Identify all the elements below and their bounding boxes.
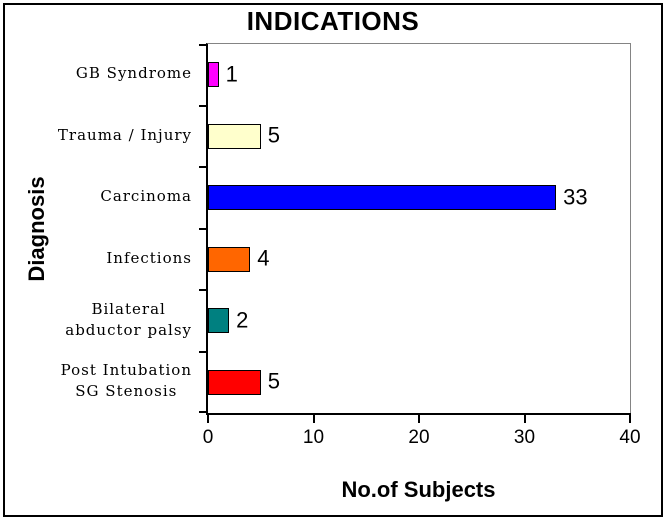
- y-axis-tick-5: [199, 350, 206, 353]
- category-label-text: Infections: [106, 248, 192, 267]
- bar-2: [208, 185, 557, 211]
- y-axis-tick-0: [199, 44, 206, 46]
- bar-0: [208, 62, 219, 88]
- y-axis-tick-4: [199, 289, 206, 291]
- value-label-2: 33: [563, 184, 588, 210]
- x-axis-tick-4: [629, 413, 631, 423]
- x-axis-tick-1: [312, 413, 315, 423]
- category-label-4: Bilateral abductor palsy: [28, 289, 192, 351]
- value-label-0: 1: [225, 61, 238, 87]
- bar-1: [208, 123, 261, 149]
- x-axis-tick-0: [207, 413, 209, 423]
- category-label-text: Carcinoma: [100, 187, 192, 206]
- x-axis-tick-label-2: 20: [408, 427, 430, 448]
- category-label-2: Carcinoma: [28, 166, 192, 228]
- x-axis-tick-label-1: 10: [302, 427, 325, 448]
- x-axis-tick-label-0: 0: [202, 427, 214, 448]
- value-label-4: 2: [236, 307, 249, 333]
- category-label-0: GB Syndrome: [28, 43, 192, 105]
- category-label-1: Trauma / Injury: [28, 105, 192, 167]
- category-label-3: Infections: [28, 228, 192, 290]
- category-label-5: Post Intubation SG Stenosis: [28, 351, 192, 413]
- x-axis-title: No.of Subjects: [341, 477, 496, 502]
- x-axis-tick-3: [523, 413, 526, 423]
- category-label-text: Post Intubation SG Stenosis: [60, 361, 192, 401]
- bar-5: [208, 369, 261, 395]
- chart-title: INDICATIONS: [246, 6, 420, 36]
- category-label-text: GB Syndrome: [75, 64, 192, 83]
- y-axis-tick-6: [199, 411, 206, 413]
- x-axis-tick-2: [418, 413, 420, 423]
- bar-4: [208, 308, 230, 334]
- value-label-5: 5: [267, 368, 281, 394]
- value-label-3: 4: [257, 245, 270, 271]
- value-label-1: 5: [267, 122, 281, 148]
- y-axis-tick-1: [199, 104, 206, 107]
- y-axis-tick-2: [199, 166, 206, 168]
- category-axis-labels: GB Syndrome Trauma / Injury Carcinoma Infec…: [28, 43, 192, 415]
- category-label-text: Trauma / Injury: [57, 125, 192, 144]
- y-axis-tick-3: [199, 227, 206, 230]
- bar-3: [208, 246, 251, 272]
- category-label-text: Bilateral abductor palsy: [65, 299, 192, 339]
- x-axis-tick-label-3: 30: [513, 427, 536, 448]
- plot-area: 1 5 33 4 2 5 0 10 20 30 40: [199, 43, 641, 448]
- chart-outer-border: [3, 3, 663, 517]
- x-axis-tick-label-4: 40: [619, 427, 641, 448]
